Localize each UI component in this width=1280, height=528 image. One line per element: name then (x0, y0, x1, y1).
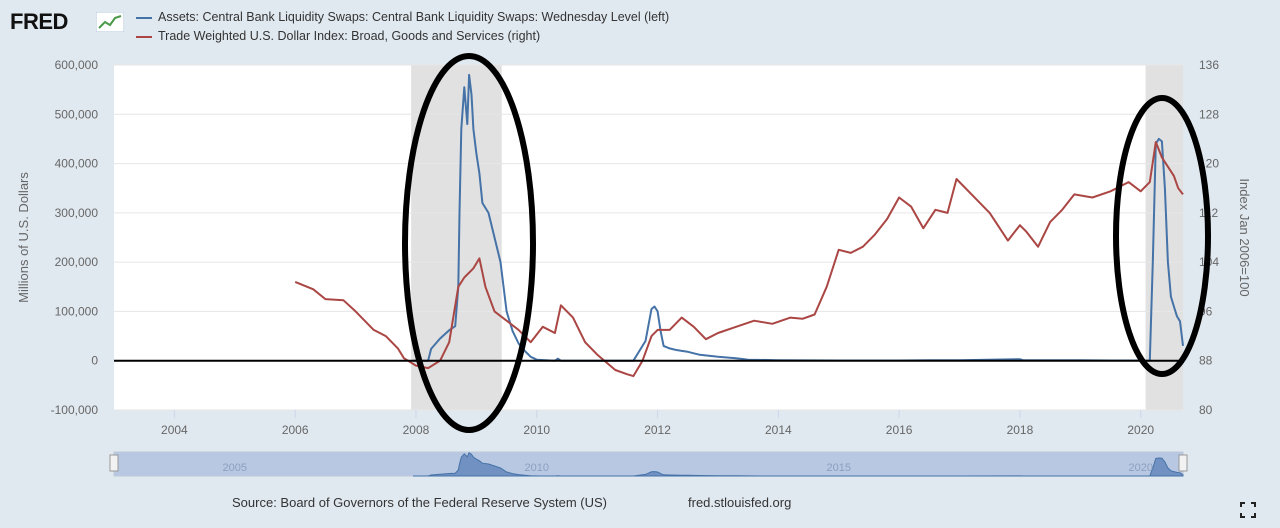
fullscreen-icon[interactable] (1239, 501, 1257, 519)
y2-tick-label: 136 (1199, 58, 1219, 72)
y-axis-title: Millions of U.S. Dollars (16, 172, 31, 303)
site-link[interactable]: fred.stlouisfed.org (688, 495, 792, 510)
annotation-ellipse-2008 (402, 53, 536, 433)
x-tick-label: 2008 (403, 423, 430, 437)
y-tick-label: 500,000 (55, 107, 99, 121)
y-tick-label: 400,000 (55, 157, 99, 171)
legend-label-dollar-index: Trade Weighted U.S. Dollar Index: Broad,… (158, 29, 541, 43)
x-tick-label: 2012 (644, 423, 671, 437)
recession-band-0 (411, 65, 502, 410)
fred-logo-chart-icon (96, 12, 124, 32)
y-tick-label: 0 (91, 354, 98, 368)
y2-tick-label: 128 (1199, 107, 1219, 121)
annotation-ellipse-2020 (1113, 95, 1211, 377)
y2-tick-label: 88 (1199, 354, 1213, 368)
x-tick-label: 2006 (282, 423, 309, 437)
source-note: Source: Board of Governors of the Federa… (232, 495, 607, 510)
legend-swatch-swaps (136, 16, 152, 19)
fred-logo[interactable]: FRED (10, 9, 68, 34)
y2-tick-label: 80 (1199, 403, 1213, 417)
y-tick-label: -100,000 (51, 403, 99, 417)
legend-label-swaps: Assets: Central Bank Liquidity Swaps: Ce… (158, 10, 670, 24)
navigator-label: 2010 (525, 462, 549, 474)
navigator-label: 2005 (223, 462, 247, 474)
y-tick-label: 100,000 (55, 304, 99, 318)
legend-swatch-dollar-index (136, 35, 152, 38)
recession-band-1 (1145, 65, 1183, 410)
series-line-dollar-index (294, 141, 1184, 378)
x-tick-label: 2014 (765, 423, 792, 437)
y-tick-label: 200,000 (55, 255, 99, 269)
legend-item-swaps[interactable]: Assets: Central Bank Liquidity Swaps: Ce… (136, 10, 669, 24)
navigator-label: 2015 (827, 462, 851, 474)
x-tick-label: 2016 (886, 423, 913, 437)
x-tick-label: 2004 (161, 423, 188, 437)
x-tick-label: 2020 (1127, 423, 1154, 437)
navigator-handle-left[interactable] (109, 454, 119, 472)
navigator-handle-right[interactable] (1178, 454, 1188, 472)
legend-item-dollar-index[interactable]: Trade Weighted U.S. Dollar Index: Broad,… (136, 29, 540, 43)
navigator-series-area (412, 452, 1184, 477)
plot-area (114, 65, 1183, 410)
x-tick-label: 2018 (1007, 423, 1034, 437)
navigator-label: 2020 (1128, 462, 1152, 474)
x-tick-label: 2010 (523, 423, 550, 437)
y-tick-label: 300,000 (55, 206, 99, 220)
y-tick-label: 600,000 (55, 58, 99, 72)
navigator-window[interactable] (113, 451, 1184, 477)
y2-axis-title: Index Jan 2006=100 (1237, 178, 1252, 296)
